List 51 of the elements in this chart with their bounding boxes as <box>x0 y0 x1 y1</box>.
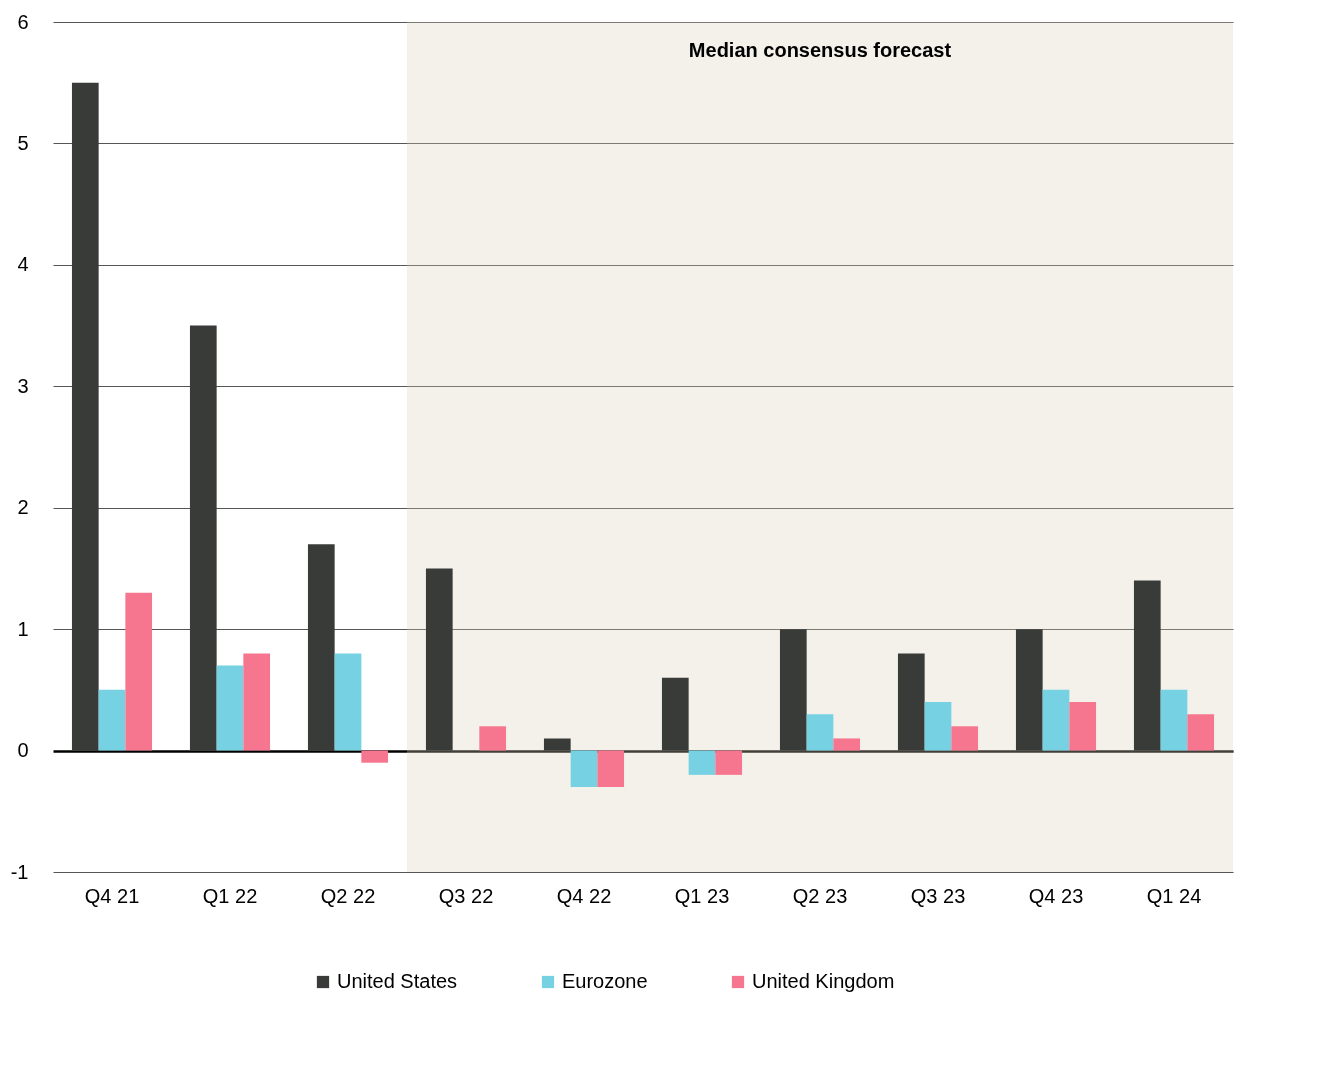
x-tick-label: Q3 23 <box>910 884 966 907</box>
bar <box>951 726 979 751</box>
bar <box>779 629 807 751</box>
y-tick-label: 5 <box>17 131 29 154</box>
x-tick-label: Q1 24 <box>1146 884 1202 907</box>
x-tick-label: Q4 22 <box>556 884 612 907</box>
y-tick-label: 1 <box>17 617 29 640</box>
bar <box>1133 580 1161 751</box>
bar <box>806 714 834 751</box>
bar <box>597 750 625 787</box>
y-tick-label: -1 <box>10 860 29 883</box>
bar <box>307 544 335 751</box>
x-tick-label: Q4 23 <box>1028 884 1084 907</box>
bar <box>833 738 861 751</box>
legend-label: Eurozone <box>562 970 648 992</box>
bar <box>243 653 271 751</box>
y-tick-label: 4 <box>17 253 29 276</box>
bar <box>570 750 598 787</box>
bar <box>1069 702 1097 751</box>
x-tick-label: Q3 22 <box>438 884 494 907</box>
bar <box>661 677 689 751</box>
bar <box>1015 629 1043 751</box>
x-tick-label: Q4 21 <box>84 884 140 907</box>
y-tick-label: 2 <box>17 496 29 519</box>
bar <box>897 653 925 751</box>
bar <box>425 568 453 751</box>
legend-label: United Kingdom <box>752 970 895 992</box>
y-tick-label: 6 <box>17 10 29 33</box>
bar <box>334 653 362 751</box>
x-tick-label: Q2 23 <box>792 884 848 907</box>
bar <box>71 82 99 751</box>
bar <box>688 750 716 775</box>
bar <box>125 592 153 751</box>
bar <box>98 689 126 751</box>
bar <box>361 750 389 763</box>
bar <box>479 726 507 751</box>
bar <box>715 750 743 775</box>
band-label: Median consensus forecast <box>688 39 952 61</box>
legend-label: United States <box>337 970 458 992</box>
bar <box>1042 689 1070 751</box>
x-tick-label: Q1 22 <box>202 884 258 907</box>
y-tick-label: 3 <box>17 374 29 397</box>
x-tick-label: Q2 22 <box>320 884 376 907</box>
bar <box>1160 689 1188 751</box>
bar <box>924 702 952 751</box>
bar <box>1187 714 1215 751</box>
bar <box>216 665 244 751</box>
x-tick-label: Q1 23 <box>674 884 730 907</box>
y-tick-label: 0 <box>17 739 29 762</box>
bar <box>543 738 571 751</box>
bar <box>189 325 217 751</box>
